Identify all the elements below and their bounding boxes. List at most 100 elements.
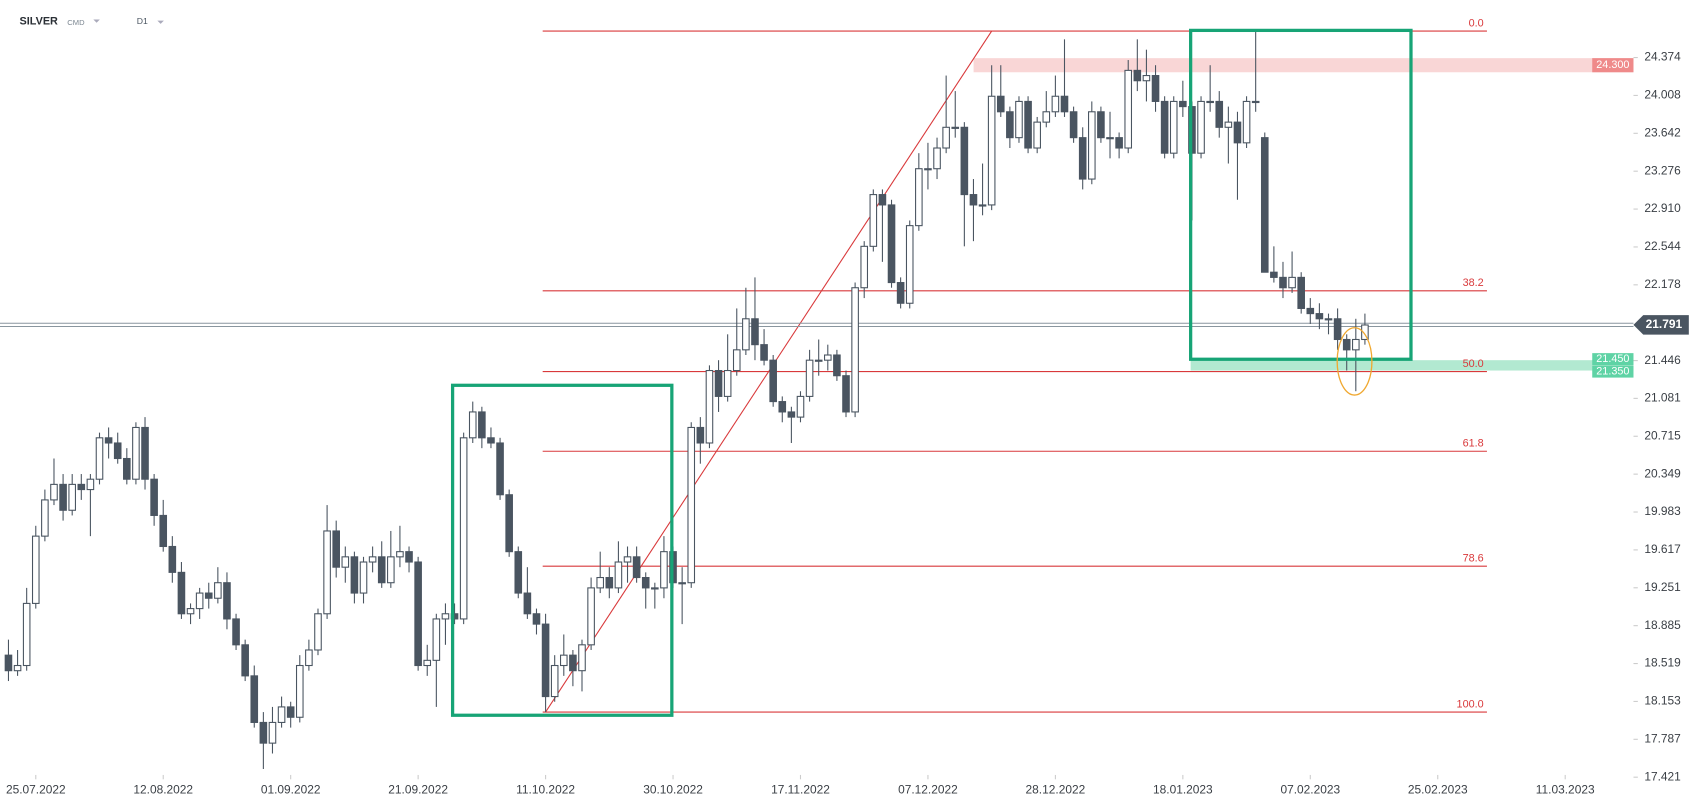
y-tick-label: 19.617 — [1644, 542, 1681, 556]
interval[interactable]: D1 — [137, 16, 148, 26]
candle-body — [896, 282, 905, 304]
candle-body — [978, 204, 987, 207]
candle-body — [641, 576, 650, 589]
candle-body — [168, 545, 177, 573]
candle-body — [104, 437, 113, 444]
highlight-box — [1189, 28, 1413, 361]
candle-body — [687, 426, 696, 584]
candle-body — [1024, 100, 1032, 149]
y-tick-label: 18.519 — [1644, 656, 1681, 670]
candle-body — [1270, 271, 1278, 278]
candle-body — [705, 369, 714, 444]
y-tick-label: 22.544 — [1644, 239, 1681, 253]
candle-body — [487, 437, 495, 444]
candle-body — [651, 587, 659, 590]
fib-label: 78.6 — [1463, 552, 1484, 564]
candle-body — [878, 194, 887, 206]
support-tag — [1592, 353, 1634, 366]
y-tick-label: 17.421 — [1644, 769, 1681, 783]
candle-body — [195, 592, 204, 610]
candle-body — [141, 426, 149, 480]
x-tick-label: 01.09.2022 — [261, 782, 321, 796]
x-tick-label: 25.07.2022 — [6, 782, 66, 796]
candle-body — [1015, 100, 1023, 139]
support-tag-label: 21.450 — [1596, 353, 1629, 365]
candle-body — [496, 442, 504, 496]
market: CMD — [67, 18, 85, 27]
candle-body — [541, 623, 550, 698]
candle-body — [123, 457, 131, 480]
fib-label: 50.0 — [1463, 358, 1484, 370]
candle-body — [915, 168, 923, 227]
x-tick-label: 11.10.2022 — [516, 782, 575, 796]
candle-body — [996, 95, 1005, 113]
candle-body — [459, 437, 468, 620]
symbol[interactable]: SILVER — [20, 16, 59, 28]
support-tag — [1592, 365, 1634, 378]
candle-body — [314, 613, 322, 651]
candle-body — [732, 349, 741, 372]
x-tick-label: 25.02.2023 — [1408, 782, 1468, 796]
candle-body — [177, 571, 186, 615]
candle-body — [1169, 100, 1178, 154]
candle-body — [969, 194, 978, 206]
fib-trend-line — [545, 30, 993, 713]
x-tick-label: 07.12.2022 — [898, 782, 958, 796]
candle-body — [277, 706, 286, 723]
candle-body — [350, 556, 359, 594]
candle-body — [441, 613, 450, 620]
candle-body — [214, 582, 222, 599]
candle-body — [742, 318, 750, 351]
candle-body — [833, 354, 841, 377]
candle-body — [41, 499, 49, 537]
candle-body — [1233, 121, 1242, 144]
candle-body — [587, 587, 595, 646]
candle-body — [1097, 111, 1105, 139]
y-tick-label: 21.446 — [1644, 353, 1681, 367]
candle-body — [414, 561, 422, 667]
y-tick-label: 24.008 — [1644, 88, 1681, 102]
candle-body — [514, 551, 523, 594]
candle-body — [1179, 100, 1187, 108]
candle-body — [814, 359, 823, 362]
candle-body — [942, 126, 950, 149]
candle-body — [77, 483, 86, 491]
candle-body — [1069, 111, 1078, 139]
x-tick-label: 07.02.2023 — [1280, 782, 1340, 796]
y-tick-label: 20.715 — [1644, 428, 1681, 442]
x-tick-label: 28.12.2022 — [1026, 782, 1086, 796]
candle-body — [1151, 75, 1160, 102]
candle-body — [1060, 95, 1069, 113]
x-tick-label: 17.11.2022 — [771, 782, 830, 796]
candle-body — [769, 359, 777, 403]
candle-body — [396, 551, 404, 558]
candle-body — [332, 530, 340, 568]
candle-body — [1251, 100, 1260, 104]
candle-body — [1361, 324, 1369, 341]
highlight-ellipse — [1336, 327, 1373, 396]
candle-body — [259, 721, 268, 744]
candle-body — [132, 426, 140, 480]
candle-body — [1142, 75, 1151, 82]
caret[interactable] — [157, 20, 164, 24]
candle-body — [596, 576, 605, 589]
x-tick-label: 11.03.2023 — [1536, 782, 1595, 796]
fib-label: 100.0 — [1457, 698, 1484, 710]
candle-body — [869, 194, 878, 247]
candle-body — [1224, 121, 1233, 128]
y-tick-label: 17.787 — [1644, 731, 1681, 745]
candle-body — [423, 659, 432, 667]
candle-body — [377, 556, 386, 584]
candle-body — [50, 483, 58, 501]
candle-body — [824, 354, 832, 361]
candle-body — [1260, 137, 1269, 273]
x-tick-label: 30.10.2022 — [643, 782, 703, 796]
candle-body — [387, 556, 395, 584]
candle-body — [614, 561, 623, 589]
resistance-zone — [973, 58, 1634, 73]
candle-body — [887, 204, 896, 284]
candle-body — [250, 675, 259, 723]
caret[interactable] — [93, 19, 100, 23]
candle-body — [1342, 338, 1351, 351]
